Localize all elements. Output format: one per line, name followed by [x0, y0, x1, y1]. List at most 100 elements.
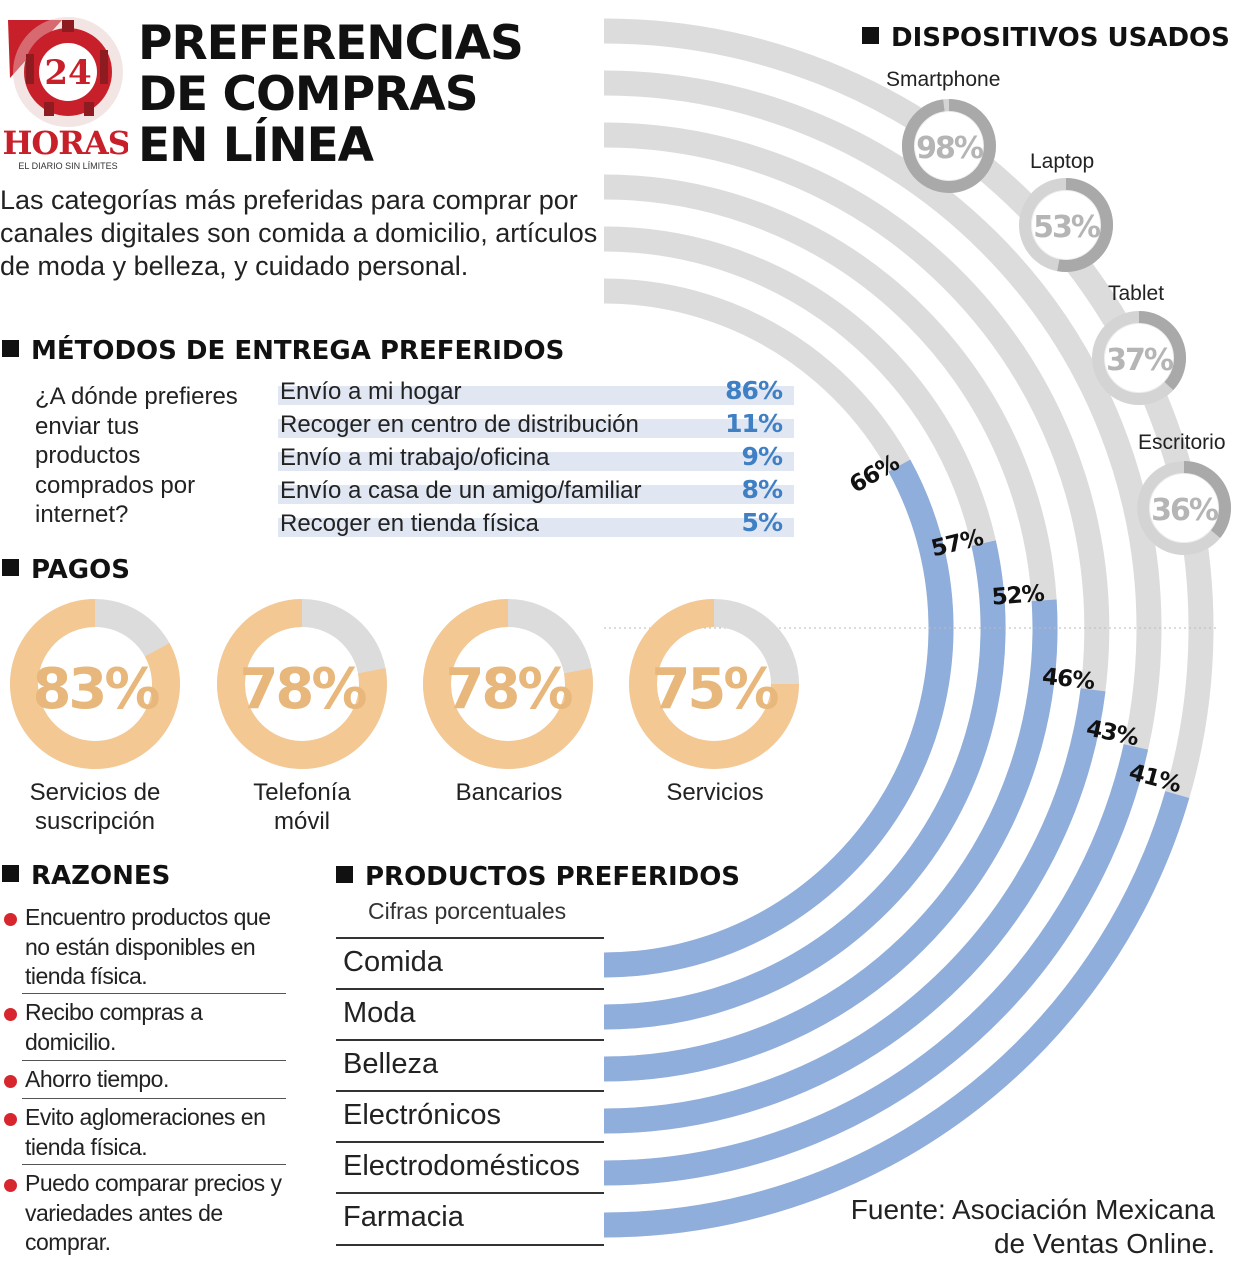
device-donut-fill [901, 99, 996, 193]
source-note: Fuente: Asociación Mexicana de Ventas On… [851, 1193, 1215, 1261]
product-arc-bar [603, 791, 1190, 1238]
reason-item: Puedo comparar precios y variedades ante… [4, 1169, 288, 1258]
bullet-icon [4, 1008, 17, 1021]
payment-label: Bancarios [409, 778, 609, 807]
source-line-2: de Ventas Online. [993, 1228, 1215, 1259]
logo-number: 24 [44, 53, 91, 93]
title-line-2: DE COMPRAS [138, 67, 479, 122]
delivery-value: 86% [725, 376, 783, 405]
delivery-question: ¿A dónde prefieres enviar tus productos … [35, 383, 238, 528]
device-donut-center [1032, 191, 1100, 259]
payment-label-line: Telefonía [253, 779, 351, 806]
device-value: 53% [1033, 210, 1101, 245]
donut-fill [217, 599, 387, 769]
payment-label-line: Servicios de [29, 779, 161, 806]
payment-label-line: móvil [273, 808, 330, 835]
donut-value: 78% [239, 657, 366, 722]
divider [22, 1060, 286, 1061]
payment-label: Telefonía móvil [202, 778, 402, 836]
reason-item: Encuentro productos que no están disponi… [4, 903, 288, 992]
intro-text: Las categorías más preferidas para compr… [0, 185, 598, 281]
donut-fill [423, 599, 593, 769]
delivery-row: Envío a mi hogar 86% [278, 376, 794, 405]
payment-donut: 78% [217, 599, 387, 769]
product-row: Comida [336, 937, 604, 988]
products-heading: PRODUCTOS PREFERIDOS [336, 862, 740, 892]
reason-text: Puedo comparar precios y variedades ante… [25, 1170, 282, 1255]
reason-text: Evito aglomeraciones en tienda física. [25, 1104, 266, 1160]
delivery-value: 5% [741, 508, 783, 537]
device-donut: 53% [1019, 178, 1113, 272]
device-donut: 37% [1092, 311, 1186, 405]
logo-tagline: EL DIARIO SIN LÍMITES [18, 161, 117, 171]
reason-text: Recibo compras a domicilio. [25, 999, 203, 1055]
product-label: Electrónicos [343, 1099, 501, 1131]
delivery-row: Recoger en tienda física 5% [278, 508, 794, 537]
device-label: Laptop [1030, 150, 1095, 173]
device-donut: 98% [901, 99, 996, 193]
product-row: Moda [336, 988, 604, 1039]
device-value: 37% [1106, 343, 1174, 378]
device-donut-center [1105, 324, 1173, 392]
payment-donut: 78% [423, 599, 593, 769]
delivery-label: Envío a casa de un amigo/familiar [280, 477, 642, 504]
device-value: 36% [1151, 493, 1219, 528]
device-label: Escritorio [1138, 431, 1226, 454]
product-arc-bar [603, 688, 1106, 1134]
delivery-row: Envío a casa de un amigo/familiar 8% [278, 475, 794, 504]
donut-value: 75% [651, 657, 778, 722]
reason-item: Evito aglomeraciones en tienda física. [4, 1103, 288, 1162]
heading-square-icon [336, 866, 353, 883]
payment-label: Servicios de suscripción [0, 778, 195, 836]
delivery-value: 9% [741, 442, 783, 471]
divider [22, 1164, 286, 1165]
payment-label-line: Servicios [666, 779, 764, 806]
delivery-label: Envío a mi trabajo/oficina [280, 444, 550, 471]
device-label: Smartphone [886, 68, 1001, 91]
product-arc-bar [603, 540, 1006, 1030]
reason-item: Recibo compras a domicilio. [4, 998, 288, 1057]
product-row: Electrodomésticos [336, 1141, 604, 1192]
device-donut-center [1150, 474, 1218, 542]
bullet-icon [4, 1075, 17, 1088]
heading-square-icon [2, 340, 19, 357]
products-heading-text: PRODUCTOS PREFERIDOS [365, 862, 741, 892]
logo-name: HORAS [4, 124, 128, 162]
device-label: Tablet [1108, 282, 1165, 305]
title-line-1: PREFERENCIAS [138, 16, 524, 71]
heading-square-icon [862, 27, 879, 44]
payment-donut: 83% [10, 599, 180, 769]
payment-label: Servicios [615, 778, 815, 807]
payment-label-line: Bancarios [455, 779, 563, 806]
product-value-label: 52% [991, 581, 1046, 611]
delivery-label: Recoger en tienda física [280, 510, 539, 537]
product-row: Electrónicos [336, 1090, 604, 1141]
page-title: PREFERENCIAS DE COMPRAS EN LÍNEA [138, 16, 524, 171]
logo: 24 HORAS EL DIARIO SIN LÍMITES [4, 14, 128, 174]
product-arc-bar [603, 459, 954, 978]
delivery-label: Envío a mi hogar [280, 378, 462, 405]
source-line-1: Fuente: Asociación Mexicana [850, 1194, 1215, 1225]
payment-label-line: suscripción [34, 808, 156, 835]
device-donut-fill [1183, 461, 1231, 538]
payment-donut: 75% [629, 599, 799, 769]
payments-heading-text: PAGOS [31, 555, 130, 585]
product-label: Comida [343, 946, 443, 978]
products-subtitle: Cifras porcentuales [368, 898, 567, 924]
product-arc-bar [603, 599, 1058, 1082]
payments-heading: PAGOS [2, 555, 130, 585]
divider [22, 993, 286, 994]
product-label: Belleza [343, 1048, 439, 1080]
product-label: Farmacia [343, 1201, 464, 1233]
donut-fill [629, 599, 799, 769]
devices-heading-text: DISPOSITIVOS USADOS [891, 23, 1230, 53]
device-donut-fill [1057, 178, 1113, 272]
device-value: 98% [916, 131, 984, 166]
donut-value: 78% [445, 657, 572, 722]
delivery-heading: MÉTODOS DE ENTREGA PREFERIDOS [2, 336, 564, 366]
device-donut-center [915, 112, 983, 180]
bullet-icon [4, 913, 17, 926]
product-arc-bar [603, 744, 1149, 1186]
delivery-heading-text: MÉTODOS DE ENTREGA PREFERIDOS [31, 336, 565, 366]
